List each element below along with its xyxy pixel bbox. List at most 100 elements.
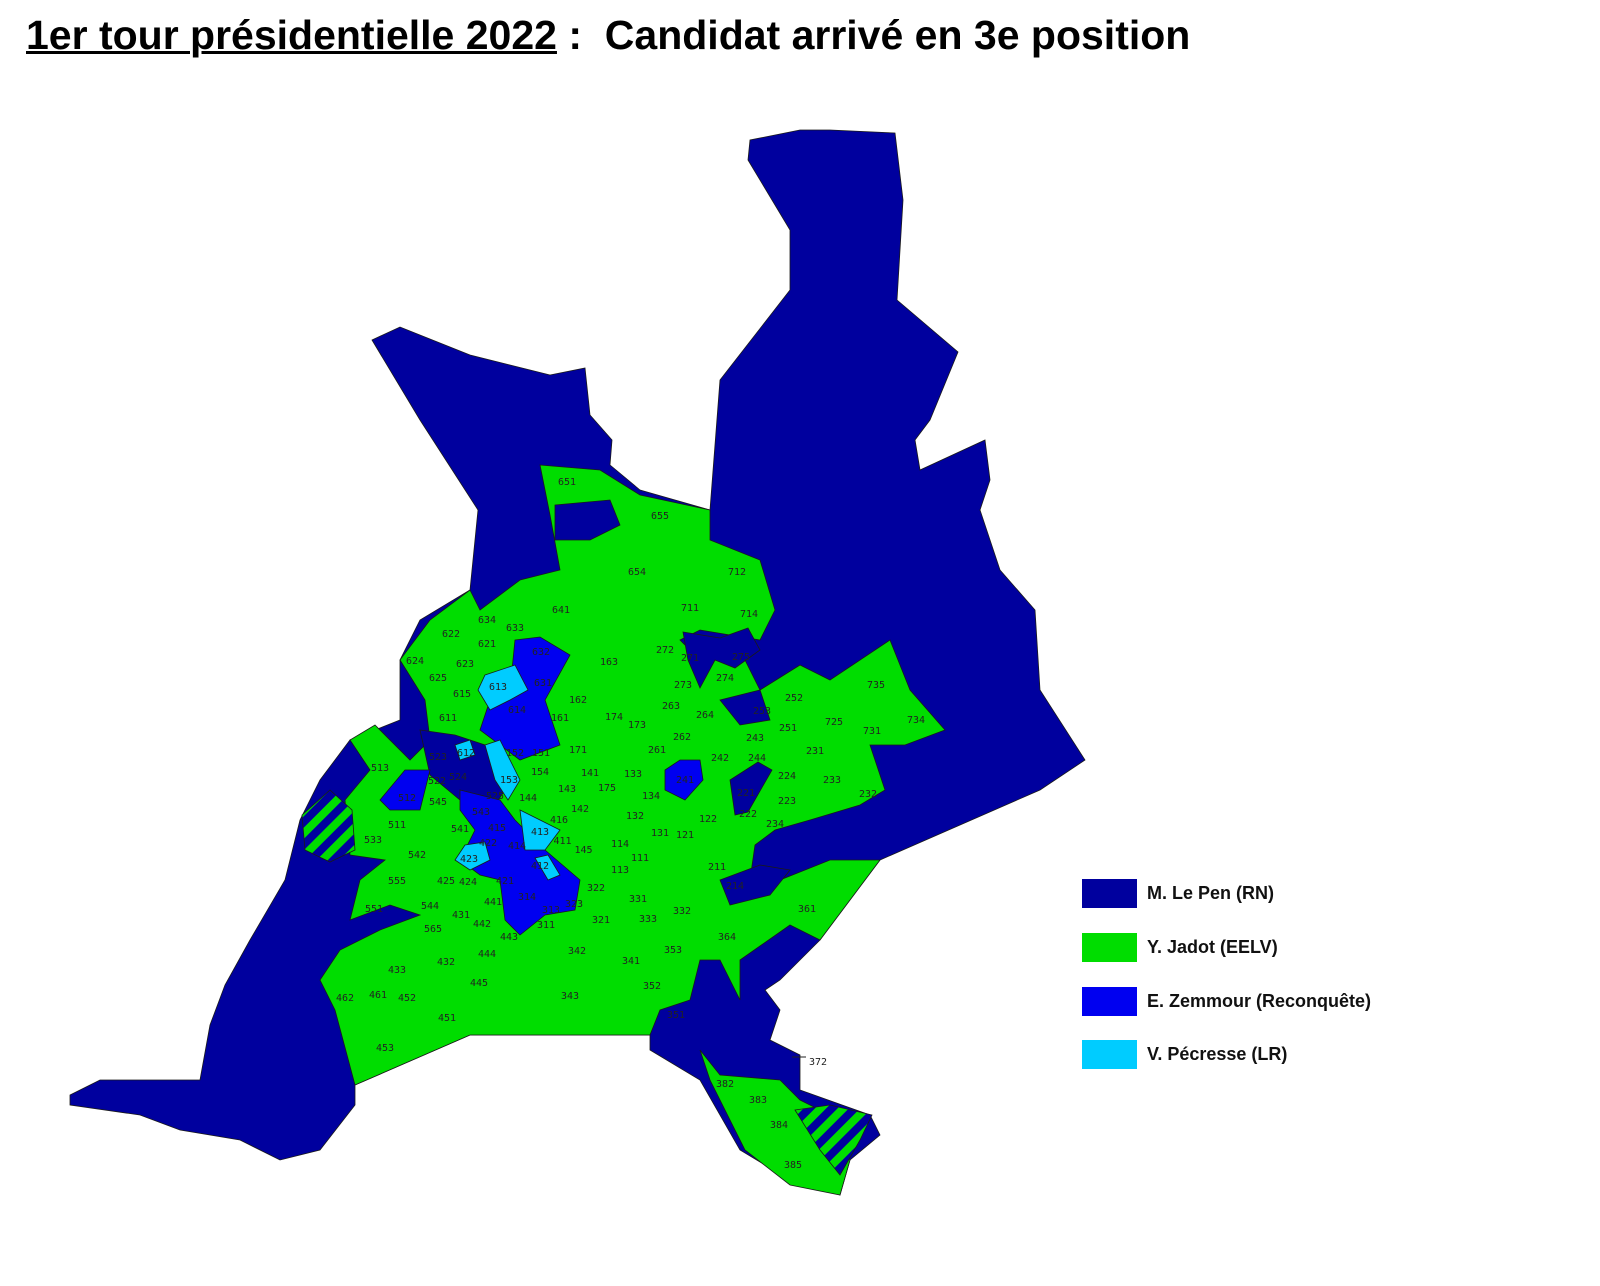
precinct-label: 383 bbox=[749, 1095, 767, 1106]
precinct-label: 734 bbox=[907, 715, 925, 726]
precinct-label: 142 bbox=[571, 804, 589, 815]
precinct-label: 711 bbox=[681, 603, 699, 614]
precinct-label: 621 bbox=[478, 639, 496, 650]
precinct-label: 131 bbox=[651, 828, 669, 839]
precinct-label: 272 bbox=[656, 645, 674, 656]
zone-pecresse-612 bbox=[454, 739, 476, 761]
precinct-label: 614 bbox=[508, 705, 526, 716]
precinct-label: 351 bbox=[667, 1010, 685, 1021]
precinct-label: 413 bbox=[531, 827, 549, 838]
precinct-label: 233 bbox=[823, 775, 841, 786]
precinct-label: 541 bbox=[451, 824, 469, 835]
precinct-label: 431 bbox=[452, 910, 470, 921]
precinct-label: 453 bbox=[376, 1043, 394, 1054]
precinct-label: 565 bbox=[424, 924, 442, 935]
precinct-label: 341 bbox=[622, 956, 640, 967]
precinct-label: 154 bbox=[531, 767, 549, 778]
precinct-label: 555 bbox=[388, 876, 406, 887]
zone-tie-south bbox=[794, 1104, 873, 1176]
precinct-label: 633 bbox=[506, 623, 524, 634]
legend-item-jadot: Y. Jadot (EELV) bbox=[1082, 932, 1278, 962]
precinct-label: 382 bbox=[716, 1079, 734, 1090]
precinct-label: 432 bbox=[437, 957, 455, 968]
precinct-label: 385 bbox=[784, 1160, 802, 1171]
precinct-label: 134 bbox=[642, 791, 660, 802]
precinct-label: 421 bbox=[496, 876, 514, 887]
legend-label: V. Pécresse (LR) bbox=[1147, 1043, 1288, 1064]
zone-pecresse-423 bbox=[454, 841, 491, 871]
precinct-label: 222 bbox=[739, 809, 757, 820]
precinct-label: 111 bbox=[631, 853, 649, 864]
precinct-label: 415 bbox=[488, 823, 506, 834]
precinct-label: 361 bbox=[798, 904, 816, 915]
precinct-label: 261 bbox=[648, 745, 666, 756]
precinct-label: 173 bbox=[628, 720, 646, 731]
precinct-label: 353 bbox=[664, 945, 682, 956]
precinct-label: 523 bbox=[429, 752, 447, 763]
zone-lepen-253 bbox=[719, 689, 771, 726]
precinct-label: 113 bbox=[611, 865, 629, 876]
precinct-label: 542 bbox=[408, 850, 426, 861]
zone-pecresse-413 bbox=[519, 809, 561, 851]
precinct-label: 412 bbox=[531, 861, 549, 872]
precinct-label: 122 bbox=[699, 814, 717, 825]
precinct-label: 462 bbox=[336, 993, 354, 1004]
precinct-label: 342 bbox=[568, 946, 586, 957]
precinct-label: 133 bbox=[624, 769, 642, 780]
precinct-label: 384 bbox=[770, 1120, 788, 1131]
precinct-label: 121 bbox=[676, 830, 694, 841]
legend-swatch bbox=[1082, 878, 1137, 908]
precinct-label: 211 bbox=[708, 862, 726, 873]
precinct-label: 114 bbox=[611, 839, 629, 850]
precinct-label: 416 bbox=[550, 815, 568, 826]
legend-item-pecresse: V. Pécresse (LR) bbox=[1082, 1039, 1287, 1069]
precinct-label: 544 bbox=[421, 901, 439, 912]
zone-lepen-214 bbox=[719, 864, 791, 906]
zone-zemmour-241 bbox=[664, 759, 704, 801]
precinct-label: 161 bbox=[551, 713, 569, 724]
precinct-label: 433 bbox=[388, 965, 406, 976]
precinct-label: 274 bbox=[716, 673, 734, 684]
precinct-label: 311 bbox=[537, 920, 555, 931]
zone-tie-west bbox=[301, 789, 356, 863]
precinct-label: 333 bbox=[639, 914, 657, 925]
precinct-label: 624 bbox=[406, 656, 424, 667]
precinct-label: 654 bbox=[628, 567, 646, 578]
precinct-label: 323 bbox=[565, 899, 583, 910]
map-title: 1er tour présidentielle 2022 : Candidat … bbox=[26, 12, 1190, 59]
precinct-label: 271 bbox=[681, 653, 699, 664]
precinct-label: 242 bbox=[711, 753, 729, 764]
title-separator: : bbox=[556, 12, 605, 58]
precinct-label: 244 bbox=[748, 753, 766, 764]
precinct-label: 714 bbox=[740, 609, 758, 620]
precinct-label: 425 bbox=[437, 876, 455, 887]
precinct-label: 364 bbox=[718, 932, 736, 943]
precinct-label: 332 bbox=[673, 906, 691, 917]
precinct-label: 214 bbox=[726, 881, 744, 892]
precinct-label: 615 bbox=[453, 689, 471, 700]
precinct-label: 234 bbox=[766, 819, 784, 830]
precinct-label: 253 bbox=[753, 706, 771, 717]
zone-lepen-north-inner bbox=[554, 499, 621, 541]
legend-item-zemmour: E. Zemmour (Reconquête) bbox=[1082, 986, 1371, 1016]
precinct-label: 163 bbox=[600, 657, 618, 668]
precinct-label: 655 bbox=[651, 511, 669, 522]
precinct-label: 153 bbox=[500, 775, 518, 786]
precinct-label: 141 bbox=[581, 768, 599, 779]
precinct-label: 512 bbox=[398, 793, 416, 804]
precinct-label: 273 bbox=[674, 680, 692, 691]
precinct-label: 251 bbox=[779, 723, 797, 734]
title-subtitle: Candidat arrivé en 3e position bbox=[604, 12, 1191, 58]
precinct-label: 152 bbox=[506, 748, 524, 759]
precinct-label: 651 bbox=[558, 477, 576, 488]
precinct-label: 451 bbox=[438, 1013, 456, 1024]
legend-swatch bbox=[1082, 986, 1137, 1016]
zone-pecresse-613 bbox=[477, 664, 529, 711]
legend-swatch bbox=[1082, 1039, 1137, 1069]
precinct-label: 452 bbox=[398, 993, 416, 1004]
precinct-label: 731 bbox=[863, 726, 881, 737]
precinct-label: 174 bbox=[605, 712, 623, 723]
precinct-label: 622 bbox=[442, 629, 460, 640]
precinct-label: 525 bbox=[486, 791, 504, 802]
precinct-label: 611 bbox=[439, 713, 457, 724]
